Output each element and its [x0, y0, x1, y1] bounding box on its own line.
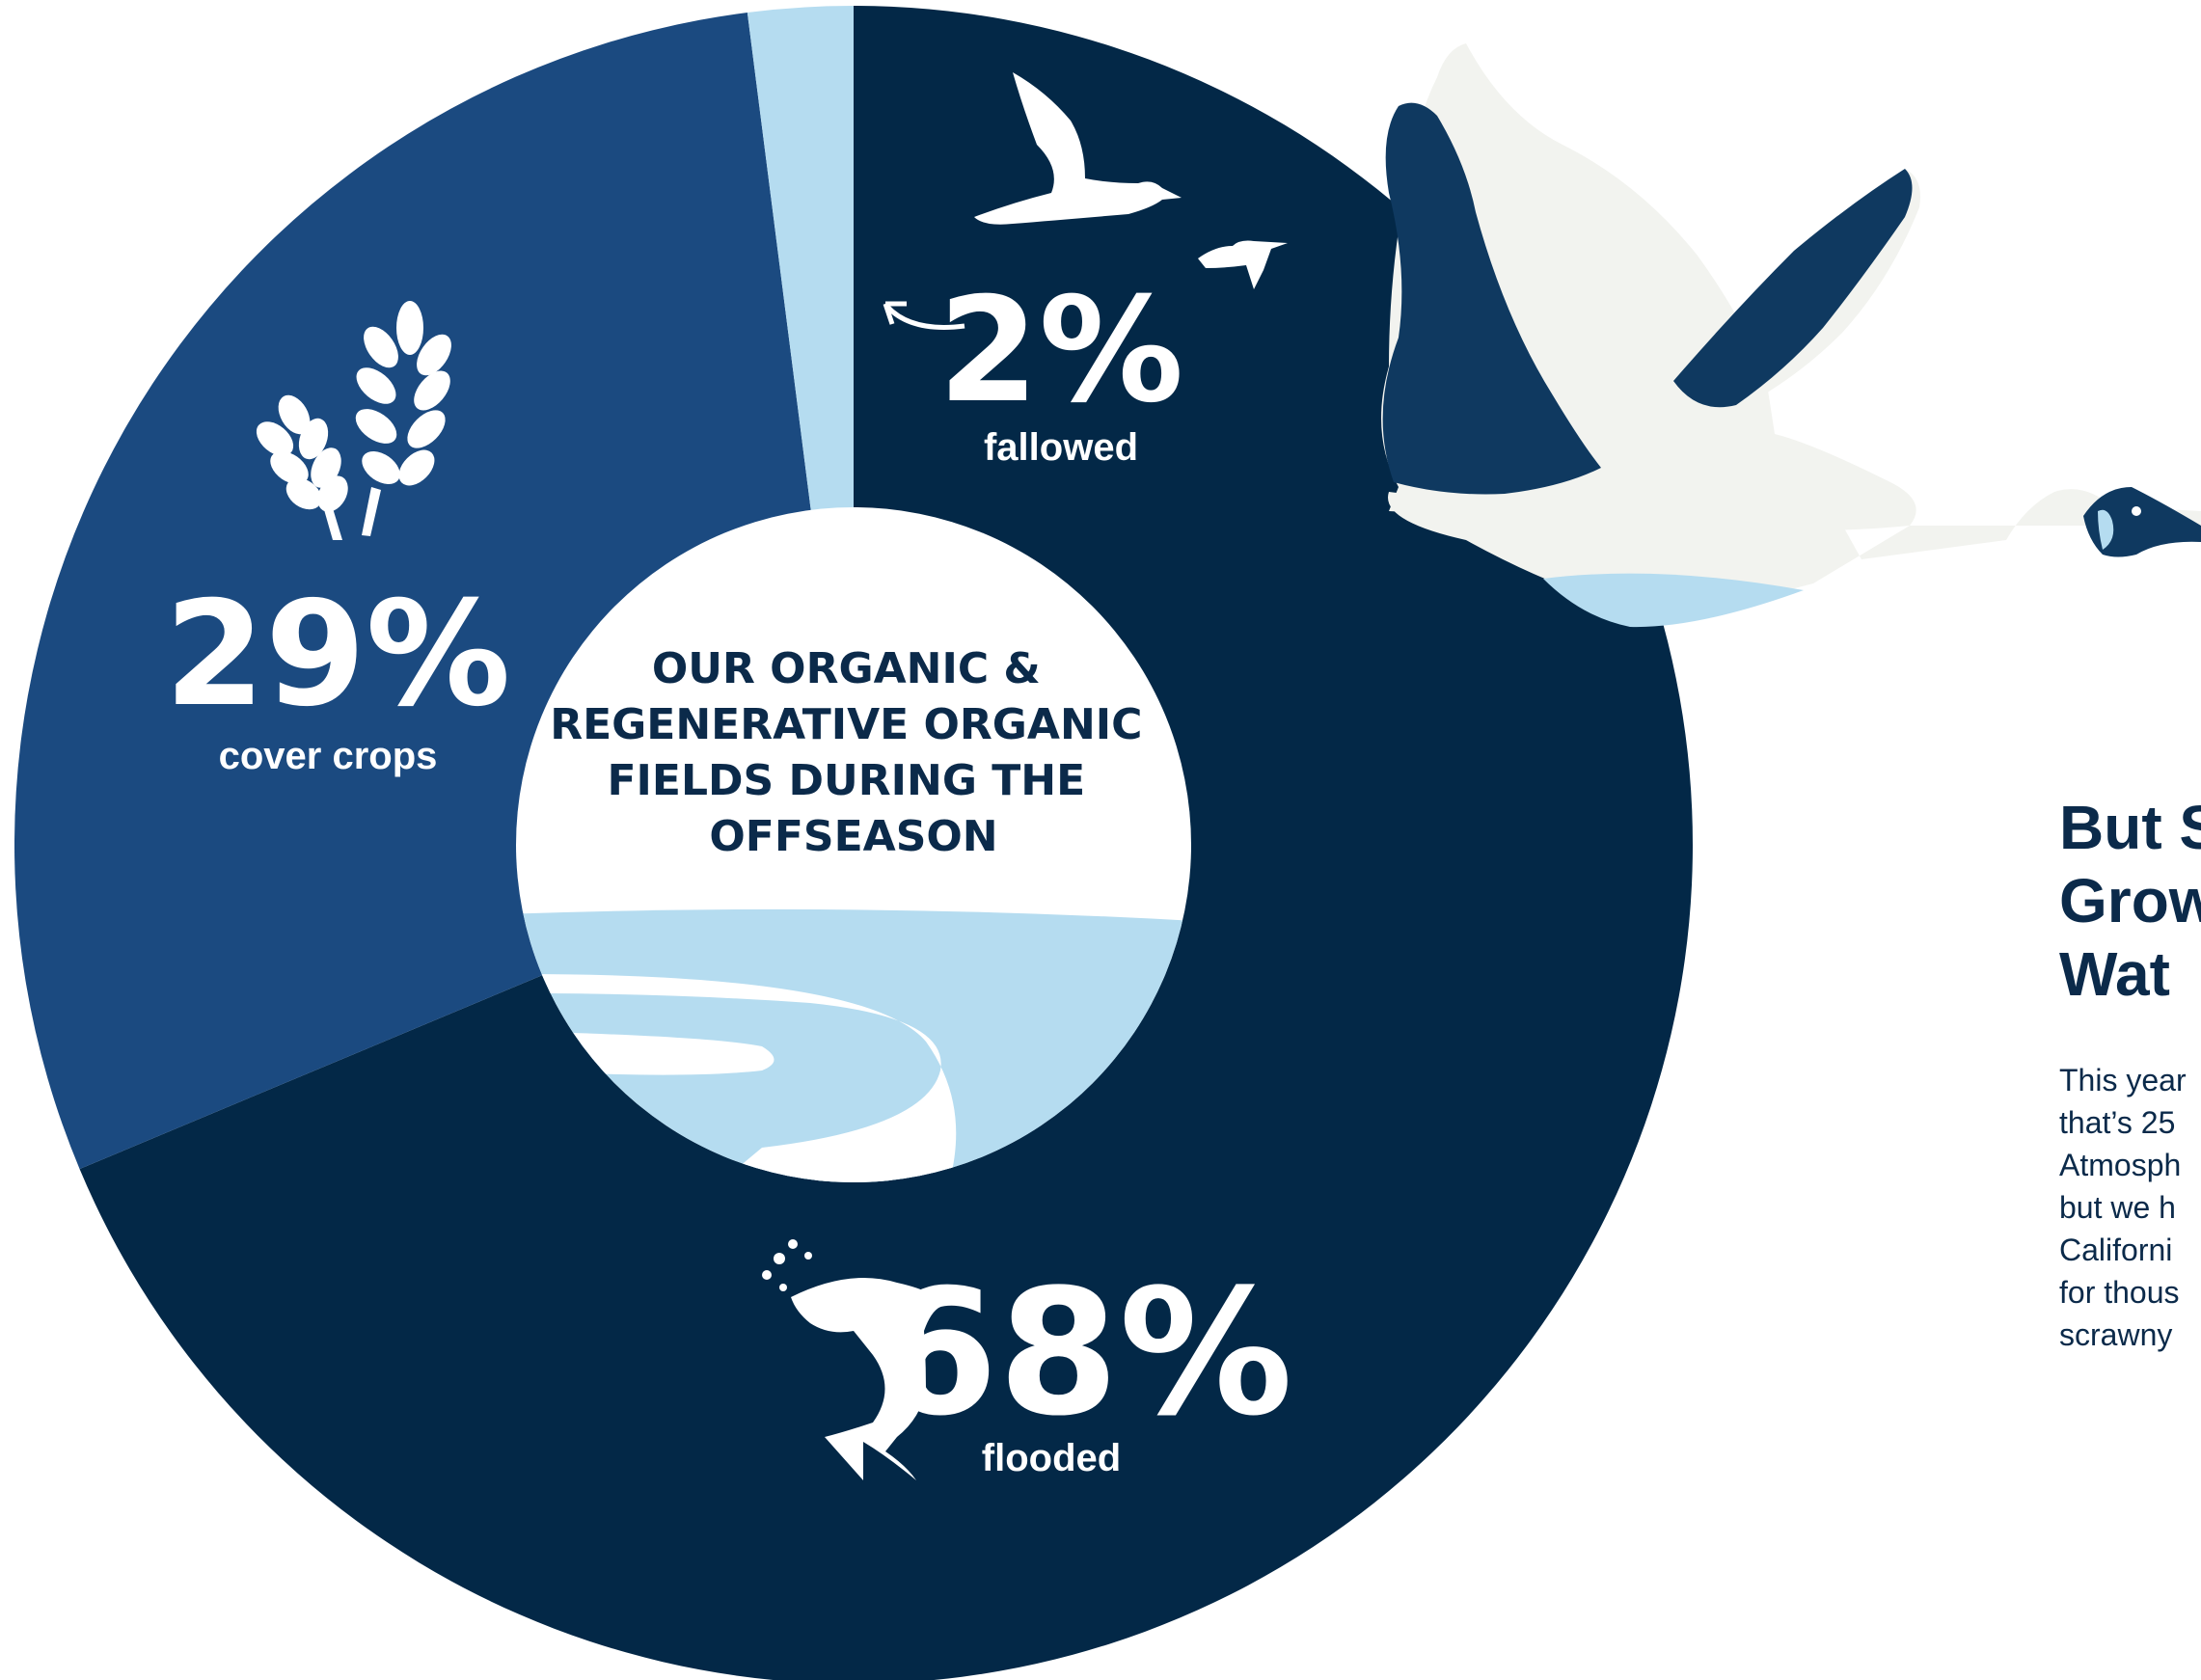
- flooded-value: 68%: [878, 1253, 1293, 1454]
- chart-title: OUR ORGANIC & REGENERATIVE ORGANIC FIELD…: [550, 644, 1157, 861]
- title-line-2: REGENERATIVE ORGANIC: [550, 700, 1142, 749]
- side-body-line-2: that’s 25: [2059, 1105, 2176, 1140]
- side-heading: But S Grow Wat: [2059, 791, 2201, 1011]
- cover-crops-value: 29%: [164, 571, 510, 739]
- ducks-icon: [974, 72, 1288, 289]
- side-heading-line-1: But S: [2059, 793, 2201, 862]
- side-panel: But S Grow Wat This year that’s 25 Atmos…: [2059, 791, 2201, 1356]
- side-body-line-1: This year: [2059, 1063, 2187, 1097]
- arrow-head-icon: [883, 301, 907, 325]
- title-line-3: FIELDS DURING THE: [607, 756, 1085, 805]
- river-illustration: [516, 908, 1191, 1182]
- side-body-line-4: but we h: [2059, 1190, 2176, 1225]
- title-line-4: OFFSEASON: [709, 812, 997, 861]
- goose-icon: [1381, 43, 2201, 628]
- side-heading-line-3: Wat: [2059, 939, 2170, 1009]
- title-line-1: OUR ORGANIC &: [652, 644, 1041, 693]
- side-body: This year that’s 25 Atmosph but we h Cal…: [2059, 1059, 2201, 1356]
- side-body-line-3: Atmosph: [2059, 1148, 2182, 1182]
- side-body-line-6: for thous: [2059, 1275, 2180, 1310]
- arrow-icon: [885, 305, 965, 330]
- fallowed-value: 2%: [938, 267, 1184, 435]
- cover-crops-label: cover crops: [219, 735, 438, 777]
- side-body-line-5: Californi: [2059, 1233, 2173, 1267]
- flooded-label: flooded: [982, 1437, 1121, 1479]
- salmon-icon: [762, 1239, 940, 1480]
- wheat-icon: [256, 301, 451, 540]
- side-heading-line-2: Grow: [2059, 866, 2201, 935]
- fallowed-label: fallowed: [984, 426, 1138, 469]
- side-body-line-7: scrawny: [2059, 1317, 2173, 1352]
